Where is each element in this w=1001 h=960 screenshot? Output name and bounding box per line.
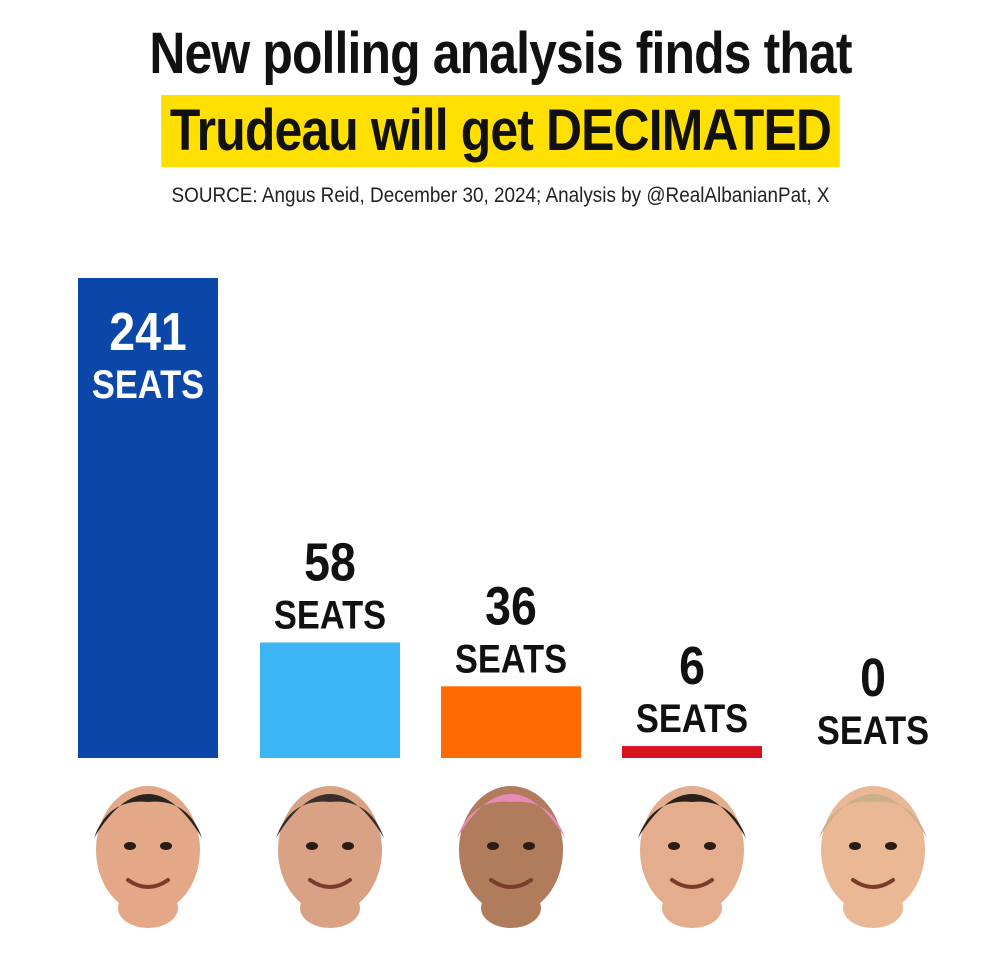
bar-value-label-1: 58 [304,531,356,592]
bar-value-label-0: 241 [109,301,186,362]
headline-line-1: New polling analysis finds that [149,21,852,86]
face-portrait-icon-2 [457,786,565,928]
headline-highlight: Trudeau will get DECIMATED [0,95,1001,167]
bar-3 [622,746,762,758]
bar-0 [78,278,218,758]
bar-unit-label-4: SEATS [817,708,929,753]
bar-unit-label-3: SEATS [636,696,748,741]
bar-unit-label-2: SEATS [455,636,567,681]
face-portrait-icon-0 [94,786,202,928]
bar-value-label-3: 6 [679,635,705,696]
bar-value-label-2: 36 [485,575,537,636]
bar-2 [441,686,581,758]
headline-line-2: Trudeau will get DECIMATED [161,95,840,167]
source-caption: SOURCE: Angus Reid, December 30, 2024; A… [171,184,830,207]
face-portrait-icon-1 [276,786,384,928]
bar-1 [260,642,400,758]
face-portrait-icon-4 [819,786,927,928]
bar-unit-label-0: SEATS [92,362,204,407]
bar-unit-label-1: SEATS [274,592,386,637]
face-portrait-icon-3 [638,786,746,928]
bar-value-label-4: 0 [860,647,886,708]
